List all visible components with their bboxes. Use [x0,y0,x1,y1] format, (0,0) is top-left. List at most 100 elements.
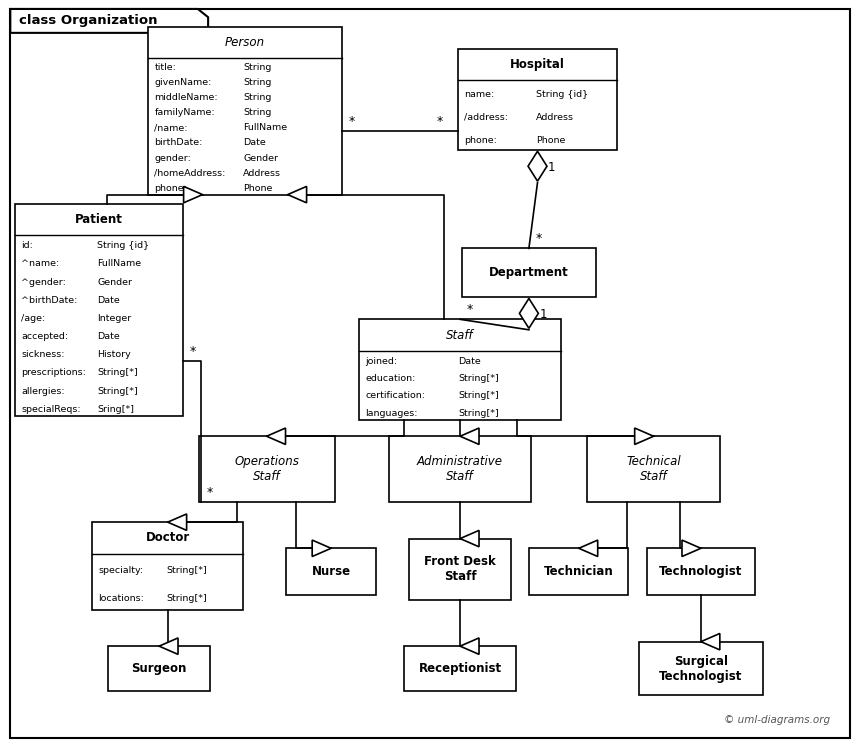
Text: FullName: FullName [97,259,141,268]
FancyBboxPatch shape [359,320,562,420]
Text: Date: Date [458,356,481,365]
Text: ^birthDate:: ^birthDate: [21,296,77,305]
Text: String: String [243,63,272,72]
Polygon shape [519,298,538,329]
Text: phone:: phone: [155,184,187,193]
Text: String: String [243,78,272,87]
Text: Doctor: Doctor [145,531,190,545]
Polygon shape [460,428,479,444]
Polygon shape [10,9,208,33]
Text: specialReqs:: specialReqs: [21,405,81,414]
Text: gender:: gender: [155,154,191,163]
FancyBboxPatch shape [93,522,243,610]
Text: Technical
Staff: Technical Staff [626,455,681,483]
Text: Technician: Technician [544,565,614,578]
Polygon shape [183,187,203,203]
Text: String[*]: String[*] [166,566,207,575]
Text: Date: Date [97,332,120,341]
Text: String[*]: String[*] [97,386,138,396]
Text: *: * [536,232,542,246]
Text: joined:: joined: [366,356,397,365]
Text: Technologist: Technologist [660,565,742,578]
Text: String[*]: String[*] [97,368,138,377]
Text: Gender: Gender [243,154,278,163]
Polygon shape [267,428,286,444]
Text: String {id}: String {id} [536,90,588,99]
Text: © uml-diagrams.org: © uml-diagrams.org [724,715,830,725]
Text: ^gender:: ^gender: [21,278,66,287]
Text: String[*]: String[*] [458,374,499,383]
Polygon shape [579,540,598,557]
Text: id:: id: [21,241,33,250]
FancyBboxPatch shape [463,248,595,297]
Polygon shape [159,638,178,654]
Text: Nurse: Nurse [311,565,351,578]
Text: Integer: Integer [97,314,132,323]
Polygon shape [682,540,701,557]
Text: Address: Address [536,113,574,122]
Text: Phone: Phone [536,136,565,145]
Text: *: * [467,303,473,317]
Polygon shape [701,633,720,650]
Text: Department: Department [489,266,568,279]
Text: Sring[*]: Sring[*] [97,405,134,414]
Polygon shape [460,530,479,547]
Text: allergies:: allergies: [21,386,64,396]
Text: *: * [349,115,355,128]
Text: birthDate:: birthDate: [155,138,203,147]
Polygon shape [460,638,479,654]
Text: String[*]: String[*] [458,409,499,418]
Text: String: String [243,108,272,117]
Text: locations:: locations: [99,595,144,604]
Text: specialty:: specialty: [99,566,144,575]
Polygon shape [312,540,331,557]
Text: FullName: FullName [243,123,287,132]
Text: middleName:: middleName: [155,93,218,102]
Text: Date: Date [243,138,266,147]
Text: Surgeon: Surgeon [132,662,187,675]
FancyBboxPatch shape [148,27,341,195]
Text: String[*]: String[*] [166,595,207,604]
Text: title:: title: [155,63,176,72]
Text: familyName:: familyName: [155,108,215,117]
Text: String {id}: String {id} [97,241,150,250]
Text: Gender: Gender [97,278,132,287]
FancyBboxPatch shape [404,646,516,691]
Text: phone:: phone: [464,136,497,145]
Text: ^name:: ^name: [21,259,59,268]
Text: Front Desk
Staff: Front Desk Staff [424,555,496,583]
Text: *: * [436,115,443,128]
Text: Hospital: Hospital [510,58,565,71]
Text: Phone: Phone [243,184,273,193]
Text: Patient: Patient [75,213,123,226]
Text: Administrative
Staff: Administrative Staff [417,455,503,483]
Polygon shape [287,187,306,203]
Text: Address: Address [243,169,281,178]
Text: Surgical
Technologist: Surgical Technologist [660,654,742,683]
Text: History: History [97,350,131,359]
FancyBboxPatch shape [10,9,850,738]
Text: prescriptions:: prescriptions: [21,368,86,377]
Text: 1: 1 [548,161,556,174]
Text: Staff: Staff [446,329,474,341]
Text: /name:: /name: [155,123,187,132]
FancyBboxPatch shape [286,548,377,595]
FancyBboxPatch shape [108,646,210,691]
Text: String[*]: String[*] [458,391,499,400]
Polygon shape [635,428,654,444]
Text: accepted:: accepted: [21,332,68,341]
FancyBboxPatch shape [638,642,764,695]
FancyBboxPatch shape [587,436,721,502]
Text: /age:: /age: [21,314,46,323]
Text: givenName:: givenName: [155,78,212,87]
Text: class Organization: class Organization [19,14,157,28]
FancyBboxPatch shape [647,548,755,595]
Text: /address:: /address: [464,113,508,122]
Text: *: * [190,345,196,358]
Text: *: * [206,486,212,499]
FancyBboxPatch shape [15,204,183,417]
Text: Date: Date [97,296,120,305]
Text: Person: Person [225,36,265,49]
Text: Operations
Staff: Operations Staff [234,455,299,483]
Text: languages:: languages: [366,409,418,418]
